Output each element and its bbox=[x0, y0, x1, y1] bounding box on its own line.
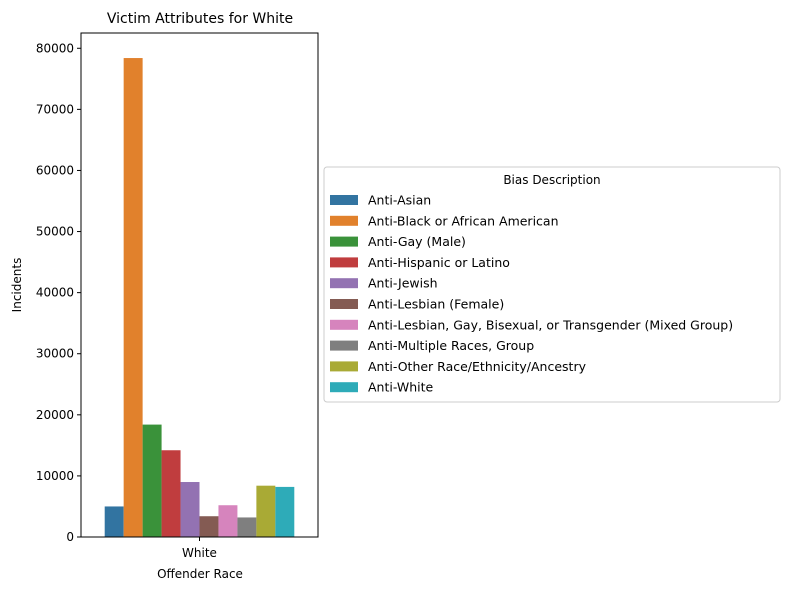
bar bbox=[142, 424, 162, 537]
legend-label: Anti-Asian bbox=[368, 193, 431, 208]
legend-swatch bbox=[330, 340, 358, 351]
legend-frame bbox=[323, 166, 781, 403]
legend-swatch bbox=[330, 299, 358, 309]
bar bbox=[256, 485, 276, 537]
x-axis: White bbox=[182, 537, 217, 560]
legend-swatch bbox=[330, 278, 358, 289]
y-axis-label: Incidents bbox=[10, 258, 24, 313]
x-tick-label: White bbox=[182, 546, 217, 560]
legend-swatch bbox=[330, 361, 358, 372]
y-tick-label: 20000 bbox=[36, 408, 74, 422]
bar bbox=[123, 58, 143, 537]
chart-title: Victim Attributes for White bbox=[107, 11, 293, 27]
legend-swatch bbox=[330, 319, 358, 330]
legend-label: Anti-Multiple Races, Group bbox=[368, 338, 534, 353]
y-tick-label: 30000 bbox=[36, 347, 74, 361]
y-tick-label: 40000 bbox=[36, 286, 74, 300]
legend-label: Anti-Hispanic or Latino bbox=[368, 255, 510, 270]
bar bbox=[161, 450, 181, 537]
legend-swatch bbox=[330, 382, 358, 393]
legend-label: Anti-Gay (Male) bbox=[368, 234, 466, 249]
legend-label: Anti-Jewish bbox=[368, 276, 438, 291]
y-tick-label: 0 bbox=[66, 530, 74, 544]
legend-label: Anti-Other Race/Ethnicity/Ancestry bbox=[368, 359, 587, 374]
bar bbox=[275, 486, 295, 537]
legend-swatch bbox=[330, 195, 358, 205]
legend: Bias Description Anti-Asian Anti-Black or… bbox=[323, 166, 781, 403]
y-tick-label: 50000 bbox=[36, 225, 74, 239]
legend-label: Anti-Black or African American bbox=[368, 213, 559, 228]
legend-swatch bbox=[330, 257, 358, 268]
y-axis: 0 10000 20000 30000 40000 50000 60000 70000 8000… bbox=[36, 41, 81, 544]
bar bbox=[218, 505, 238, 537]
bars-group bbox=[104, 58, 295, 537]
y-tick-label: 70000 bbox=[36, 102, 74, 116]
legend-swatch bbox=[330, 236, 358, 247]
plot-frame bbox=[80, 32, 319, 538]
legend-label: Anti-White bbox=[368, 380, 434, 395]
legend-label: Anti-Lesbian, Gay, Bisexual, or Transgen… bbox=[368, 317, 733, 332]
y-tick-label: 60000 bbox=[36, 163, 74, 177]
legend-label: Anti-Lesbian (Female) bbox=[368, 297, 504, 312]
legend-title: Bias Description bbox=[503, 173, 600, 187]
y-tick-label: 10000 bbox=[36, 469, 74, 483]
y-tick-label: 80000 bbox=[36, 41, 74, 55]
bar bbox=[237, 517, 257, 537]
bar bbox=[104, 506, 124, 537]
bar bbox=[180, 482, 200, 537]
x-axis-label: Offender Race bbox=[157, 567, 243, 581]
bar bbox=[199, 516, 219, 537]
legend-swatch bbox=[330, 215, 358, 226]
legend-items: Anti-Asian Anti-Black or African American… bbox=[330, 193, 733, 395]
